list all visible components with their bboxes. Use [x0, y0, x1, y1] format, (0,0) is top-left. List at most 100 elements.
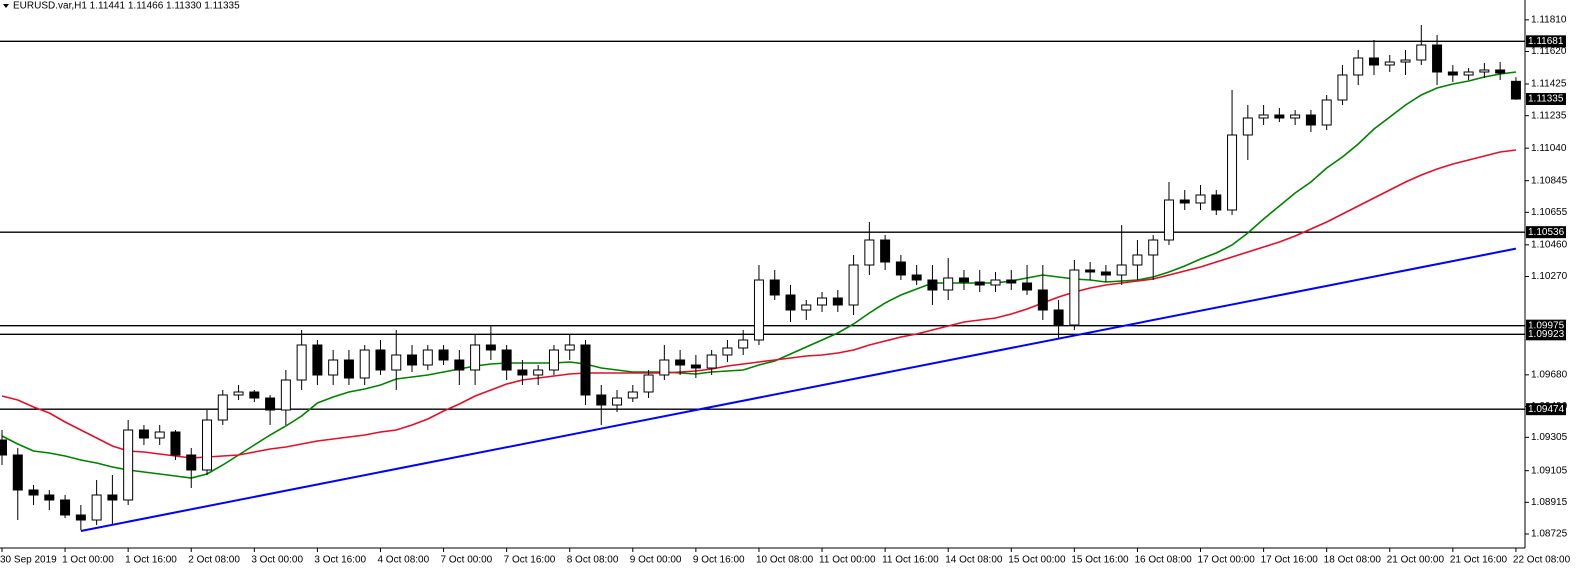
y-tick-label: 1.08725 [1531, 529, 1568, 540]
y-tick-label: 1.11810 [1531, 14, 1567, 25]
candle-body [422, 349, 433, 366]
x-tick-label: 7 Oct 16:00 [504, 555, 556, 566]
candle-body [769, 279, 780, 296]
candle-body [785, 294, 796, 311]
candle-body [1432, 44, 1443, 73]
candle-body [848, 264, 859, 306]
candle-body [927, 279, 938, 291]
candle-body [1400, 59, 1411, 63]
candle-body [880, 239, 891, 263]
candle-body [1416, 44, 1427, 61]
candle-body [1337, 74, 1348, 101]
candle-body [801, 304, 812, 311]
y-tick-label: 1.11620 [1531, 46, 1567, 57]
candle-body [722, 347, 733, 356]
price-label: 1.09975 [1528, 320, 1565, 331]
menu-arrow[interactable] [3, 4, 9, 8]
candle-body [612, 397, 623, 406]
candle-body [1258, 114, 1269, 119]
candle-body [1211, 194, 1222, 211]
candle-body [1132, 254, 1143, 266]
x-tick-label: 9 Oct 00:00 [630, 555, 682, 566]
candle-body [517, 369, 528, 376]
candle-body [138, 429, 149, 439]
x-tick-label: 3 Oct 00:00 [251, 555, 303, 566]
price-label: 1.11335 [1528, 94, 1564, 105]
moving-average [1, 149, 1517, 459]
candle-body [738, 339, 749, 349]
candle-body [580, 344, 591, 396]
candle-body [675, 359, 686, 366]
candle-body [154, 431, 165, 439]
candle-body [1195, 194, 1206, 204]
price-label-box [1526, 226, 1566, 239]
candle-body [1100, 271, 1111, 276]
candle-body [1085, 269, 1096, 273]
candle-body [1069, 269, 1080, 326]
chart-title: EURUSD.var,H1 1.11441 1.11466 1.11330 1.… [13, 1, 240, 12]
x-tick-label: 22 Oct 08:00 [1513, 555, 1571, 566]
candle-body [1163, 199, 1174, 241]
candle-body [533, 369, 544, 376]
candle-body [1006, 279, 1017, 284]
price-label: 1.11681 [1528, 36, 1564, 47]
candle-body [1447, 71, 1458, 76]
candle-body [753, 279, 764, 341]
y-tick-label: 1.10270 [1531, 271, 1568, 282]
candle-body [359, 349, 370, 379]
candle-body [1463, 71, 1474, 76]
x-tick-label: 7 Oct 00:00 [441, 555, 493, 566]
x-tick-label: 1 Oct 16:00 [125, 555, 177, 566]
candle-body [864, 239, 875, 266]
x-tick-label: 10 Oct 08:00 [756, 555, 814, 566]
candle-body [832, 297, 843, 306]
x-tick-label: 4 Oct 08:00 [377, 555, 429, 566]
candle-body [1242, 117, 1253, 136]
price-label-box [1526, 403, 1566, 416]
candle-body [1305, 114, 1316, 126]
candle-body [1274, 114, 1285, 119]
x-tick-label: 15 Oct 16:00 [1071, 555, 1129, 566]
candle-body [233, 391, 244, 396]
y-tick-label: 1.10460 [1531, 239, 1568, 250]
y-tick-label: 1.11040 [1531, 143, 1567, 154]
candle-body [28, 489, 39, 496]
x-tick-label: 8 Oct 08:00 [567, 555, 619, 566]
candle-body [1290, 114, 1301, 119]
candle-body [312, 344, 323, 376]
candle-body [1037, 289, 1048, 311]
candle-body [1053, 309, 1064, 326]
trend-line [80, 247, 1517, 532]
y-tick-label: 1.09105 [1531, 465, 1568, 476]
candle-body [296, 344, 307, 381]
y-tick-label: 1.10655 [1531, 207, 1568, 218]
price-label-box [1526, 93, 1566, 105]
candle-body [1179, 199, 1190, 204]
x-tick-label: 11 Oct 16:00 [882, 555, 939, 566]
candle-body [1148, 239, 1159, 256]
candle-body [407, 354, 418, 366]
candle-body [990, 279, 1001, 286]
x-tick-label: 17 Oct 16:00 [1261, 555, 1319, 566]
candle-body [564, 344, 575, 351]
x-tick-label: 21 Oct 16:00 [1450, 555, 1508, 566]
x-tick-label: 15 Oct 00:00 [1008, 555, 1066, 566]
candle-body [596, 394, 607, 406]
x-tick-label: 17 Oct 00:00 [1198, 555, 1256, 566]
candle-body [75, 514, 86, 521]
candle-body [1116, 264, 1127, 276]
candle-body [817, 297, 828, 306]
candle-body [375, 349, 386, 371]
candle-body [202, 419, 213, 471]
candle-body [280, 379, 291, 411]
candle-body [454, 359, 465, 371]
candle-body [1353, 57, 1364, 76]
candle-body [1510, 80, 1521, 100]
candle-body [485, 344, 496, 351]
x-tick-label: 21 Oct 00:00 [1387, 555, 1445, 566]
candle-body [107, 494, 118, 501]
candle-body [123, 429, 134, 501]
